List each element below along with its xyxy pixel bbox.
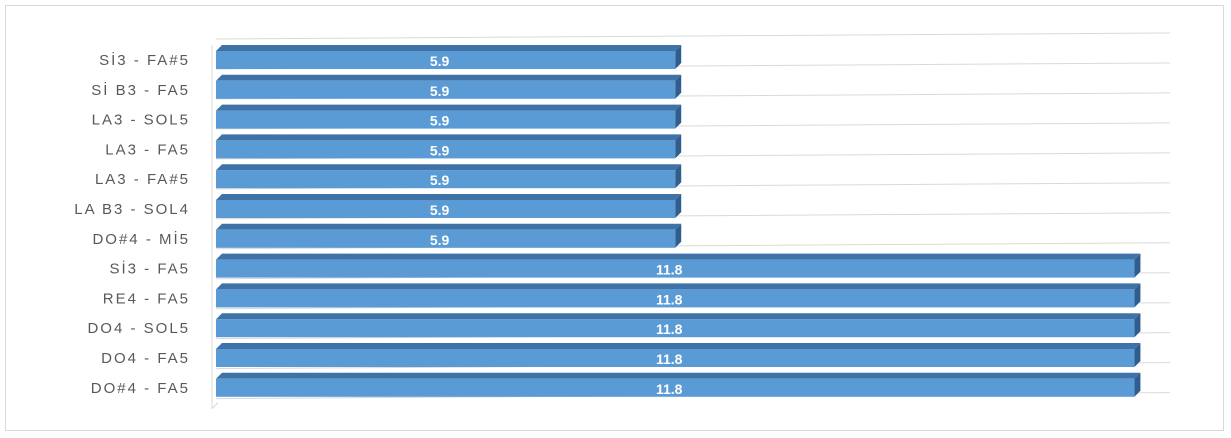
category-label: LA3 - FA#5 [95, 171, 190, 188]
bar-side-face [675, 223, 682, 248]
bar-side-face [675, 45, 682, 69]
bar-top-face [216, 372, 1141, 379]
category-label: Sİ3 - FA5 [109, 260, 190, 278]
bar [216, 110, 676, 129]
bar-side-face [675, 134, 682, 159]
bar-side-face [1134, 343, 1141, 367]
bar-top-face [216, 74, 682, 81]
bar-top-face [216, 223, 682, 230]
bar-top-face [216, 104, 682, 111]
bar [216, 170, 676, 189]
bar-top-face [216, 253, 1141, 260]
value-label: 5.9 [430, 232, 450, 248]
category-label: DO4 - SOL5 [87, 320, 190, 337]
bar-side-face [1134, 372, 1141, 397]
category-label: DO4 - FA5 [101, 350, 190, 367]
value-label: 11.8 [656, 291, 683, 307]
bar-side-face [1134, 283, 1141, 308]
bar [216, 349, 1135, 367]
bar [216, 229, 676, 248]
bar-top-face [216, 283, 1141, 290]
bar-side-face [675, 164, 682, 189]
bar-side-face [1134, 313, 1141, 338]
bar [216, 80, 676, 99]
bar-top-face [216, 343, 1141, 349]
category-label: Sİ B3 - FA5 [91, 81, 190, 99]
value-label: 5.9 [430, 142, 450, 158]
bar [216, 259, 1135, 278]
category-label: DO#4 - Mİ5 [92, 230, 190, 248]
category-label: LA3 - SOL5 [92, 112, 190, 129]
value-label: 5.9 [430, 83, 450, 99]
axis-floor [211, 402, 219, 409]
bar [216, 51, 676, 69]
bar [216, 140, 676, 159]
bar-top-face [216, 45, 682, 51]
bar-top-face [216, 313, 1141, 320]
value-label: 11.8 [656, 321, 683, 337]
bar [216, 319, 1135, 338]
category-label: DO#4 - FA5 [91, 380, 190, 397]
bar [216, 289, 1135, 308]
value-label: 5.9 [430, 53, 450, 69]
bar-side-face [675, 104, 682, 129]
bar-side-face [1134, 253, 1141, 278]
bar-top-face [216, 134, 682, 141]
bars [216, 45, 1141, 397]
value-label: 5.9 [430, 113, 450, 129]
value-labels: 5.9 5.9 5.9 5.9 5.9 5.9 5.9 11.8 11.8 11.8 11.8 11.… [430, 53, 683, 397]
value-label: 11.8 [656, 381, 683, 397]
bar-side-face [675, 194, 682, 218]
value-label: 5.9 [430, 172, 450, 188]
value-label: 11.8 [656, 351, 683, 367]
bar-top-face [216, 164, 682, 171]
category-label: RE4 - FA5 [103, 290, 190, 307]
category-labels: Sİ3 - FA#5 Sİ B3 - FA5 LA3 - SOL5 LA3 - FA5… [74, 51, 190, 397]
gridline [215, 32, 1171, 40]
bar-top-face [216, 194, 682, 200]
value-label: 5.9 [430, 202, 450, 218]
bar [216, 200, 676, 218]
category-label: LA3 - FA5 [105, 141, 190, 158]
category-label: LA B3 - SOL4 [74, 201, 190, 218]
category-label: Sİ3 - FA#5 [99, 51, 190, 69]
bar-side-face [675, 74, 682, 99]
value-label: 11.8 [656, 262, 683, 278]
bar [216, 378, 1135, 397]
